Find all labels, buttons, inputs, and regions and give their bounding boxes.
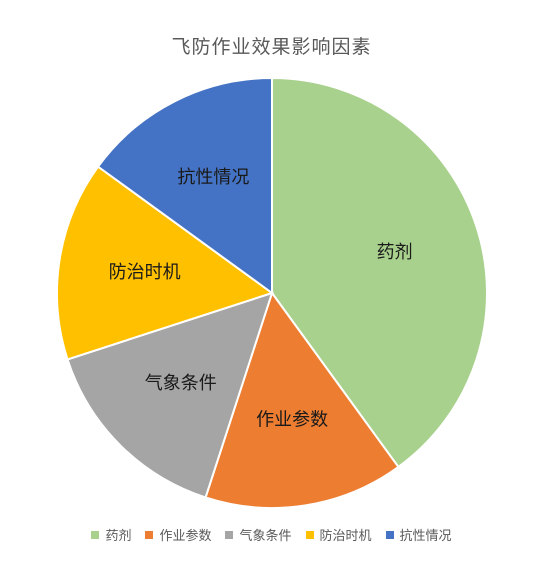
legend-item-4: 抗性情况 — [385, 525, 452, 544]
legend-item-0: 药剂 — [91, 525, 131, 544]
slice-label-3: 防治时机 — [109, 262, 181, 283]
chart-title: 飞防作业效果影响因素 — [171, 36, 372, 58]
slice-label-1: 作业参数 — [256, 409, 328, 430]
slice-label-0: 药剂 — [377, 242, 413, 263]
legend-label-4: 抗性情况 — [399, 529, 452, 544]
pie-slice-2 — [66, 291, 274, 499]
legend-swatch-2 — [225, 530, 234, 539]
slice-label-4: 抗性情况 — [177, 167, 249, 188]
legend-swatch-4 — [385, 530, 394, 539]
pie-slice-4 — [96, 76, 273, 295]
pie-slice-0 — [271, 76, 488, 469]
legend-swatch-1 — [145, 530, 154, 539]
legend-swatch-3 — [305, 530, 314, 539]
legend-label-2: 气象条件 — [239, 529, 292, 544]
slice-label-2: 气象条件 — [145, 373, 217, 394]
legend-label-1: 作业参数 — [159, 529, 212, 544]
legend-label-0: 药剂 — [105, 529, 132, 544]
legend-label-3: 防治时机 — [319, 529, 372, 544]
legend-item-1: 作业参数 — [145, 525, 211, 544]
legend-item-3: 防治时机 — [305, 525, 372, 544]
legend: 药剂 作业参数 气象条件 防治时机 抗性情况 — [0, 525, 543, 544]
pie-slice-1 — [204, 290, 400, 509]
legend-swatch-0 — [91, 530, 100, 539]
pie-slice-3 — [56, 165, 275, 361]
legend-item-2: 气象条件 — [225, 525, 292, 544]
